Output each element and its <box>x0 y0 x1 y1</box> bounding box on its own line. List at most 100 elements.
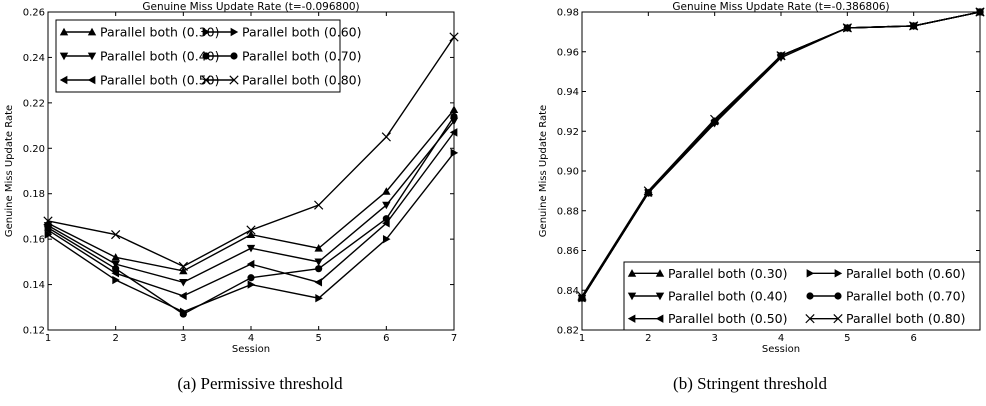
legend-marker <box>655 292 665 301</box>
legend-marker <box>627 269 637 277</box>
data-point <box>577 291 587 301</box>
legend-marker <box>834 269 843 278</box>
data-point <box>643 186 653 196</box>
x-axis-label: Session <box>762 344 800 355</box>
data-point <box>44 230 53 239</box>
legend-marker <box>655 269 665 277</box>
data-point <box>449 128 458 137</box>
legend-marker <box>202 52 210 60</box>
legend-marker <box>87 27 97 36</box>
legend-item: Parallel both (0.30) <box>627 266 787 281</box>
y-tick-label: 0.96 <box>557 47 579 58</box>
data-point <box>314 200 324 210</box>
series-x <box>577 7 985 301</box>
series-x <box>43 32 459 272</box>
data-point <box>246 259 255 269</box>
legend-item: Parallel both (0.30) <box>59 25 219 40</box>
series-line <box>47 120 455 284</box>
data-point <box>247 280 256 289</box>
data-point <box>975 7 985 17</box>
x-tick-label: 4 <box>778 333 784 344</box>
x-tick-label: 7 <box>451 333 457 344</box>
data-point <box>246 225 256 235</box>
x-tick-label: 5 <box>315 333 321 344</box>
series-circle <box>44 112 458 318</box>
x-tick-label: 3 <box>180 333 186 344</box>
legend-marker <box>834 292 842 300</box>
y-tick-label: 0.98 <box>557 8 579 19</box>
x-tick-label: 6 <box>383 333 389 344</box>
y-tick-label: 0.12 <box>23 326 45 337</box>
legend-marker <box>59 75 68 85</box>
data-point <box>179 266 188 275</box>
x-tick-label: 1 <box>579 333 585 344</box>
series-triangle-left <box>577 7 984 303</box>
series-triangle-right <box>578 7 985 303</box>
data-point <box>314 278 323 287</box>
data-point <box>178 261 188 272</box>
data-point <box>314 258 323 267</box>
legend: Parallel both (0.30) Parallel both (0.40)… <box>55 19 361 93</box>
caption-stringent: (b) Stringent threshold <box>673 374 827 393</box>
data-point <box>315 265 323 273</box>
y-tick-label: 0.14 <box>23 280 45 291</box>
legend-marker <box>59 27 69 36</box>
data-point <box>711 117 719 125</box>
legend-marker <box>833 314 843 324</box>
legend-item: Parallel both (0.60) <box>806 266 965 281</box>
data-point <box>450 148 459 158</box>
legend-item: Parallel both (0.80) <box>201 73 361 88</box>
data-point <box>179 291 187 301</box>
data-point <box>246 230 256 238</box>
legend-box <box>55 19 341 93</box>
data-point <box>315 294 323 303</box>
legend-label: Parallel both (0.40) <box>668 289 787 304</box>
series-triangle-down <box>43 117 459 287</box>
x-tick-label: 2 <box>645 333 651 344</box>
y-tick-label: 0.88 <box>557 206 579 217</box>
chart-title: Genuine Miss Update Rate (t=-0.386806) <box>672 1 889 13</box>
data-point <box>111 253 120 261</box>
data-point <box>381 132 391 142</box>
legend-label: Parallel both (0.70) <box>846 289 965 304</box>
series-circle <box>578 8 984 302</box>
legend-label: Parallel both (0.50) <box>100 73 219 88</box>
y-tick-label: 0.92 <box>557 127 579 138</box>
data-point <box>842 23 852 33</box>
data-point <box>179 310 187 318</box>
legend-label: Parallel both (0.80) <box>846 311 965 326</box>
legend-item: Parallel both (0.40) <box>627 289 787 304</box>
legend-marker <box>59 52 69 61</box>
data-point <box>449 105 459 114</box>
legend-marker <box>229 75 239 85</box>
data-point <box>449 32 459 42</box>
data-point <box>450 112 458 121</box>
legend-label: Parallel both (0.30) <box>100 25 219 40</box>
series-triangle-up <box>577 7 985 302</box>
data-point <box>382 234 391 244</box>
data-point <box>112 275 120 285</box>
legend-marker <box>230 27 239 37</box>
legend-marker <box>201 75 211 85</box>
data-point <box>314 244 323 252</box>
legend-marker <box>806 269 815 278</box>
legend-item: Parallel both (0.50) <box>627 311 787 326</box>
data-point <box>246 244 256 253</box>
legend-item: Parallel both (0.70) <box>806 289 965 304</box>
x-tick-label: 2 <box>112 333 118 344</box>
legend-label: Parallel both (0.70) <box>242 49 361 64</box>
legend-item: Parallel both (0.80) <box>805 311 965 326</box>
y-axis-label: Genuine Miss Update Rate <box>538 105 549 237</box>
legend-label: Parallel both (0.40) <box>100 49 219 64</box>
legend-marker <box>805 314 815 324</box>
y-tick-label: 0.18 <box>23 189 45 200</box>
data-point <box>909 21 919 31</box>
y-tick-label: 0.84 <box>557 286 579 297</box>
y-tick-label: 0.82 <box>557 326 579 337</box>
y-tick-label: 0.94 <box>557 87 579 98</box>
x-tick-label: 1 <box>45 333 51 344</box>
x-tick-label: 6 <box>910 333 916 344</box>
data-point <box>112 265 120 273</box>
x-axis-label: Session <box>232 344 270 355</box>
